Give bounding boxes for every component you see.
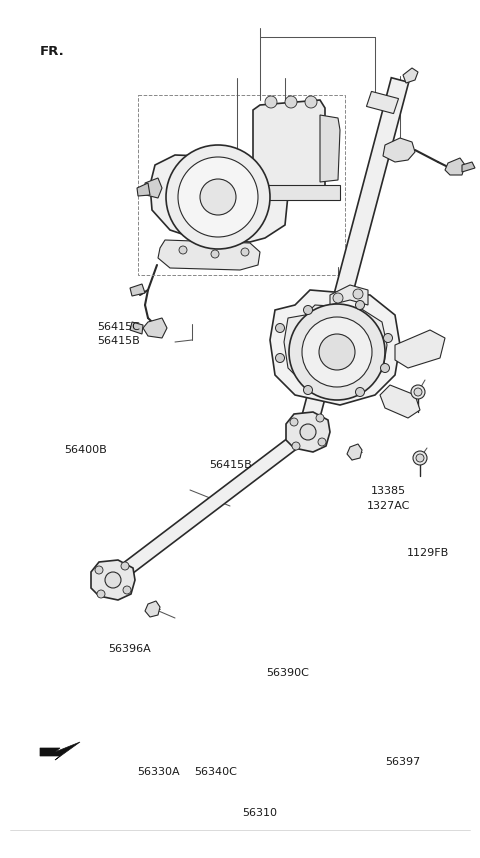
Polygon shape: [347, 444, 362, 460]
Polygon shape: [253, 100, 325, 192]
Circle shape: [276, 353, 285, 362]
Polygon shape: [130, 284, 145, 296]
Polygon shape: [445, 158, 465, 175]
Circle shape: [384, 334, 393, 342]
Circle shape: [353, 289, 363, 299]
Polygon shape: [91, 560, 135, 600]
Circle shape: [303, 305, 312, 315]
Polygon shape: [380, 385, 420, 418]
Text: 56400B: 56400B: [64, 444, 107, 455]
Circle shape: [121, 562, 129, 570]
Polygon shape: [150, 155, 288, 242]
Text: 1129FB: 1129FB: [407, 547, 449, 558]
Polygon shape: [270, 290, 400, 405]
Text: 56397: 56397: [385, 757, 421, 767]
Circle shape: [292, 442, 300, 450]
Polygon shape: [403, 68, 418, 83]
Polygon shape: [137, 183, 150, 196]
Polygon shape: [286, 412, 330, 452]
Polygon shape: [111, 425, 314, 583]
Circle shape: [318, 438, 326, 446]
Polygon shape: [284, 305, 387, 393]
Circle shape: [265, 96, 277, 108]
Polygon shape: [301, 78, 408, 422]
Circle shape: [316, 414, 324, 422]
Circle shape: [276, 323, 285, 333]
Text: 56415B: 56415B: [97, 336, 141, 347]
Bar: [138, 95, 345, 275]
Circle shape: [211, 250, 219, 258]
Text: 13385: 13385: [371, 486, 407, 496]
Polygon shape: [158, 240, 260, 270]
Circle shape: [413, 451, 427, 465]
Polygon shape: [145, 178, 162, 198]
Text: 56340C: 56340C: [194, 767, 238, 777]
Circle shape: [289, 304, 385, 400]
Circle shape: [356, 300, 364, 310]
Circle shape: [414, 388, 422, 396]
Circle shape: [241, 248, 249, 256]
Circle shape: [95, 566, 103, 574]
Circle shape: [123, 586, 131, 594]
Polygon shape: [145, 601, 160, 617]
Text: 56330A: 56330A: [137, 767, 180, 777]
Circle shape: [356, 388, 364, 396]
Circle shape: [302, 317, 372, 387]
Polygon shape: [253, 185, 340, 200]
Circle shape: [333, 293, 343, 303]
Circle shape: [300, 424, 316, 440]
Text: FR.: FR.: [39, 45, 64, 58]
Circle shape: [411, 385, 425, 399]
Circle shape: [105, 572, 121, 588]
Polygon shape: [366, 92, 398, 113]
Circle shape: [319, 334, 355, 370]
Polygon shape: [395, 330, 445, 368]
Circle shape: [166, 145, 270, 249]
Circle shape: [200, 179, 236, 215]
Polygon shape: [130, 322, 143, 334]
Polygon shape: [462, 162, 475, 172]
Circle shape: [381, 364, 389, 372]
Polygon shape: [330, 285, 368, 305]
Polygon shape: [320, 115, 340, 182]
Circle shape: [305, 96, 317, 108]
Circle shape: [290, 418, 298, 426]
Circle shape: [285, 96, 297, 108]
Text: 1327AC: 1327AC: [367, 501, 410, 511]
Text: 56310: 56310: [242, 808, 276, 819]
Circle shape: [179, 246, 187, 254]
Circle shape: [97, 590, 105, 598]
Text: 56396A: 56396A: [108, 644, 151, 654]
Polygon shape: [383, 138, 415, 162]
Text: 56415C: 56415C: [97, 322, 141, 332]
Polygon shape: [40, 742, 80, 760]
Text: 56390C: 56390C: [266, 668, 310, 678]
Polygon shape: [143, 318, 167, 338]
Circle shape: [416, 454, 424, 462]
Text: 56415B: 56415B: [209, 460, 252, 470]
Circle shape: [303, 385, 312, 395]
Circle shape: [178, 157, 258, 237]
